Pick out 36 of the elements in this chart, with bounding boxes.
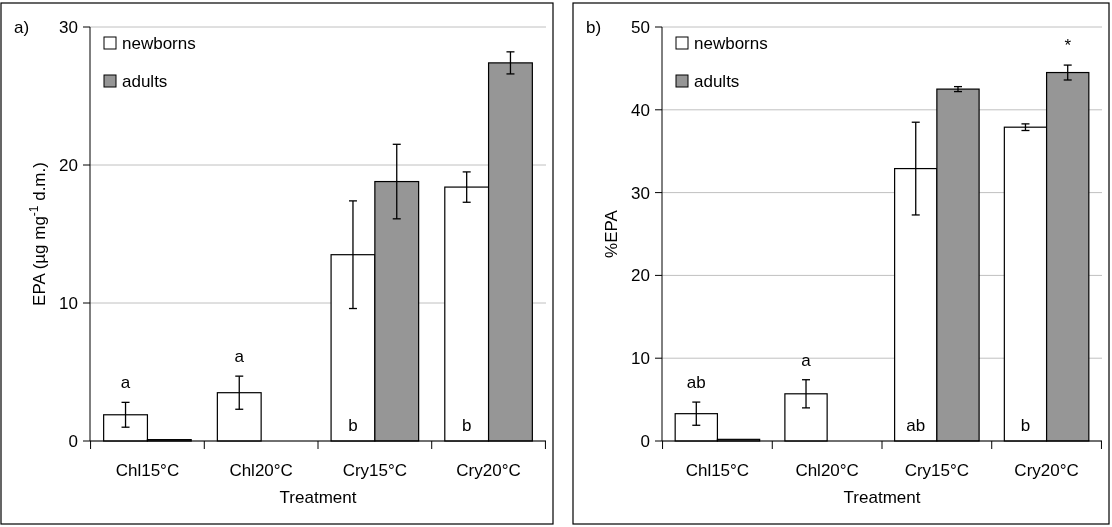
annotation: a: [234, 347, 245, 367]
y-tick-label: 20: [631, 266, 650, 286]
x-axis-title: Treatment: [279, 488, 357, 507]
y-tick-label: 10: [631, 349, 650, 369]
x-tick-label: Chl20°C: [795, 461, 859, 480]
chart-title: a): [14, 18, 30, 37]
chart-title: b): [586, 18, 602, 37]
x-tick-label: Chl20°C: [229, 461, 293, 480]
y-tick-label: 20: [59, 155, 78, 175]
annotation: b: [461, 416, 472, 435]
legend-label: adults: [694, 72, 740, 91]
x-tick-label: Cry15°C: [342, 461, 408, 480]
x-tick-label: Chl15°C: [685, 461, 750, 480]
x-tick-label: Chl15°C: [115, 461, 180, 480]
y-tick-label: 50: [631, 17, 650, 37]
legend-label: adults: [122, 72, 168, 91]
x-tick-label: Cry20°C: [456, 461, 521, 480]
y-tick-label: 30: [631, 183, 650, 203]
annotation: a: [120, 373, 131, 393]
y-axis-title: %EPA: [602, 209, 621, 258]
x-tick-label: Cry15°C: [904, 461, 970, 480]
y-tick-label: 0: [68, 431, 78, 451]
legend-label: newborns: [694, 34, 768, 53]
y-tick-label: 40: [631, 100, 650, 120]
y-tick-label: 30: [59, 17, 78, 37]
annotation: b: [348, 416, 358, 435]
legend-label: newborns: [122, 34, 196, 53]
x-tick-label: Cry20°C: [1014, 461, 1079, 480]
annotation: ab: [906, 416, 926, 435]
x-axis-title: Treatment: [843, 488, 921, 507]
annotation: a: [801, 350, 812, 370]
y-tick-label: 10: [59, 293, 78, 313]
annotation: b: [1020, 416, 1031, 435]
y-tick-label: 0: [640, 431, 650, 451]
annotation: ab: [686, 373, 706, 393]
annotation: *: [1064, 36, 1072, 56]
